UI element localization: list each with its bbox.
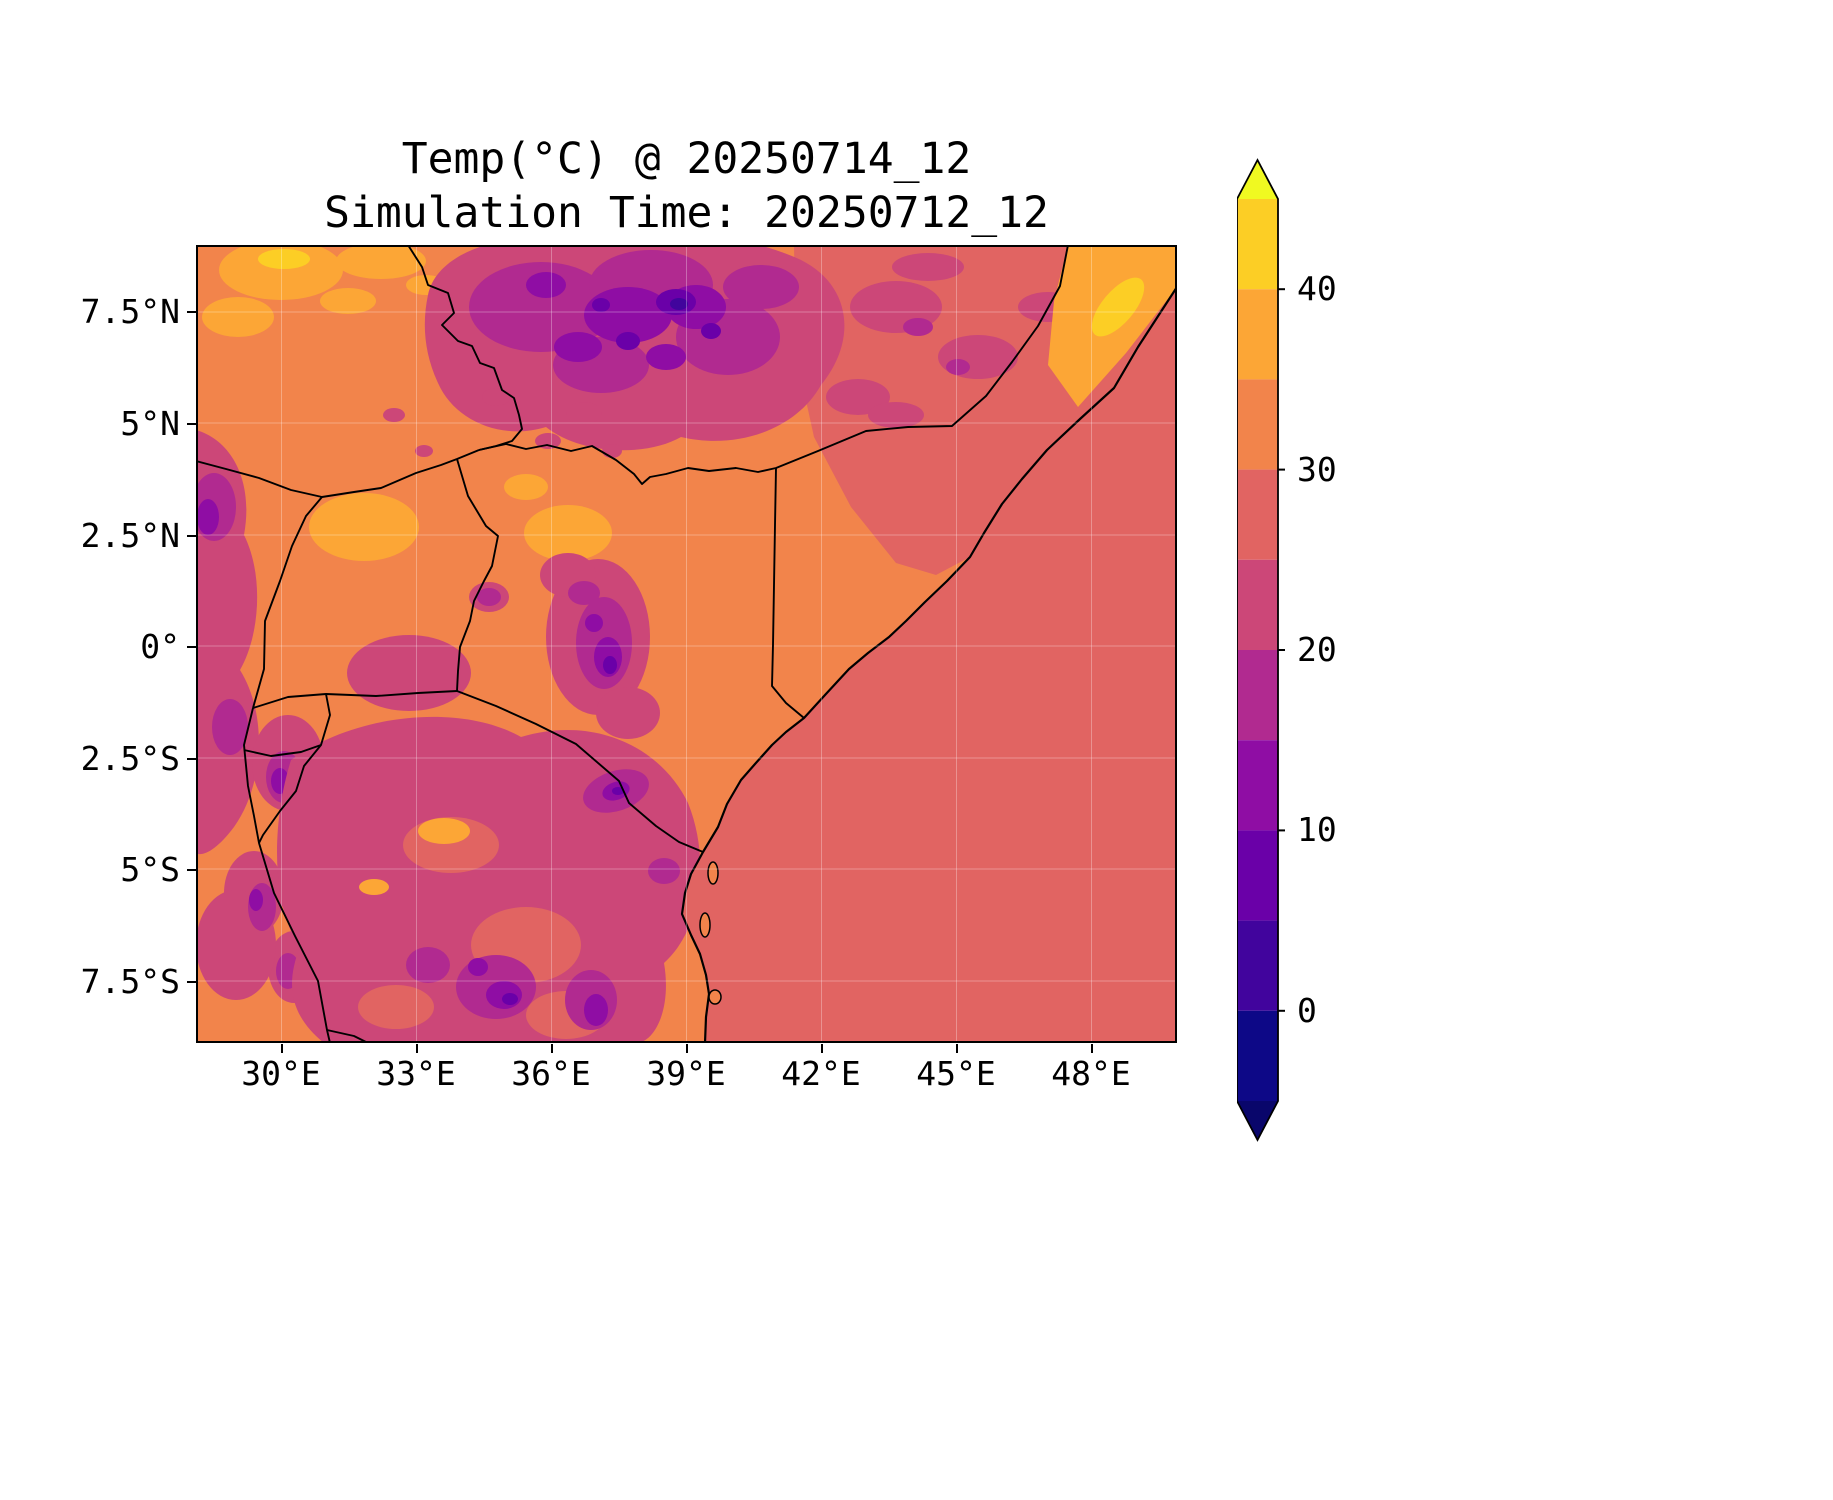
x-axis-tick — [281, 1044, 283, 1053]
colorbar — [1237, 158, 1285, 1142]
y-axis-tick-label: 0° — [140, 627, 180, 666]
y-axis-tick — [187, 646, 196, 648]
colorbar-ticks — [1278, 288, 1285, 1012]
y-axis-tick — [187, 311, 196, 313]
colorbar-band — [1237, 199, 1278, 290]
x-axis-tick-label: 48°E — [1051, 1054, 1131, 1093]
colorbar-tick-label: 10 — [1297, 810, 1337, 849]
y-axis-tick-label: 5°N — [120, 404, 180, 443]
colorbar-under-arrow — [1237, 1101, 1278, 1140]
colorbar-tick-label: 0 — [1297, 991, 1317, 1030]
y-axis-tick — [187, 981, 196, 983]
map-frame — [196, 245, 1177, 1043]
colorbar-band — [1237, 289, 1278, 380]
x-axis-tick — [821, 1044, 823, 1053]
x-axis-tick-label: 45°E — [916, 1054, 996, 1093]
border-ethiopia-somalia — [775, 245, 1069, 469]
y-axis-tick-label: 2.5°S — [80, 739, 180, 778]
x-axis-tick — [956, 1044, 958, 1053]
border-kenya-tanzania — [456, 690, 704, 853]
border-drc-tanzania — [243, 707, 331, 1043]
island-zanzibar — [699, 912, 711, 938]
x-axis-tick-label: 30°E — [241, 1054, 321, 1093]
y-axis-tick — [187, 758, 196, 760]
colorbar-over-arrow — [1237, 160, 1278, 199]
border-rwanda-burundi-tanzania — [258, 693, 331, 844]
border-uganda-kenya — [456, 458, 499, 692]
country-borders — [196, 245, 1069, 1043]
x-axis-tick-label: 39°E — [646, 1054, 726, 1093]
figure-title: Temp(°C) @ 20250714_12 — [401, 134, 972, 184]
y-axis-tick — [187, 535, 196, 537]
colorbar-band — [1237, 920, 1278, 1011]
map-plot — [196, 245, 1177, 1043]
colorbar-band — [1237, 650, 1278, 741]
region-ne-somali-hot-coast — [1048, 245, 1177, 407]
colorbar-tick-label: 40 — [1297, 269, 1337, 308]
islands — [699, 861, 722, 1005]
x-axis-tick — [416, 1044, 418, 1053]
y-axis-tick-label: 7.5°S — [80, 962, 180, 1001]
x-axis-tick — [551, 1044, 553, 1053]
y-axis-tick — [187, 423, 196, 425]
border-rwanda-burundi — [243, 744, 322, 757]
colorbar-tick-label: 20 — [1297, 630, 1337, 669]
border-kenya-somalia — [771, 467, 805, 719]
x-axis-tick — [1091, 1044, 1093, 1053]
border-tanzania-zambia — [326, 1029, 369, 1043]
colorbar-tick-label: 30 — [1297, 450, 1337, 489]
x-axis-tick — [686, 1044, 688, 1053]
colorbar-band — [1237, 740, 1278, 831]
border-south-sudan-uganda-kenya — [196, 449, 480, 498]
border-ethiopia-kenya — [478, 443, 777, 485]
island-pemba — [707, 861, 719, 885]
colorbar-band — [1237, 1010, 1278, 1101]
colorbar-band — [1237, 559, 1278, 650]
y-axis-tick-label: 7.5°N — [80, 292, 180, 331]
border-uganda-tanzania — [252, 690, 458, 709]
colorbar-band — [1237, 469, 1278, 560]
colorbar-outline — [1237, 158, 1279, 1142]
indian-ocean — [682, 287, 1177, 1043]
colorbar-band — [1237, 379, 1278, 470]
border-sudan-ethiopia — [407, 245, 523, 451]
x-axis-tick-label: 42°E — [781, 1054, 861, 1093]
x-axis-tick-label: 36°E — [511, 1054, 591, 1093]
colorbar-band — [1237, 830, 1278, 921]
y-axis-tick — [187, 869, 196, 871]
region-kenyan-highlands — [469, 553, 660, 739]
border-drc-uganda — [252, 496, 323, 709]
figure-subtitle: Simulation Time: 20250712_12 — [324, 188, 1049, 238]
y-axis-tick-label: 2.5°N — [80, 516, 180, 555]
gridlines — [196, 245, 1177, 1043]
region-ethiopian-highlands — [383, 245, 845, 458]
region-tanzania-plateau — [277, 716, 701, 1043]
region-sudan-hot-patches — [202, 245, 612, 561]
y-axis-tick-label: 5°S — [120, 850, 180, 889]
x-axis-tick-label: 33°E — [376, 1054, 456, 1093]
island-mafia — [708, 989, 722, 1005]
